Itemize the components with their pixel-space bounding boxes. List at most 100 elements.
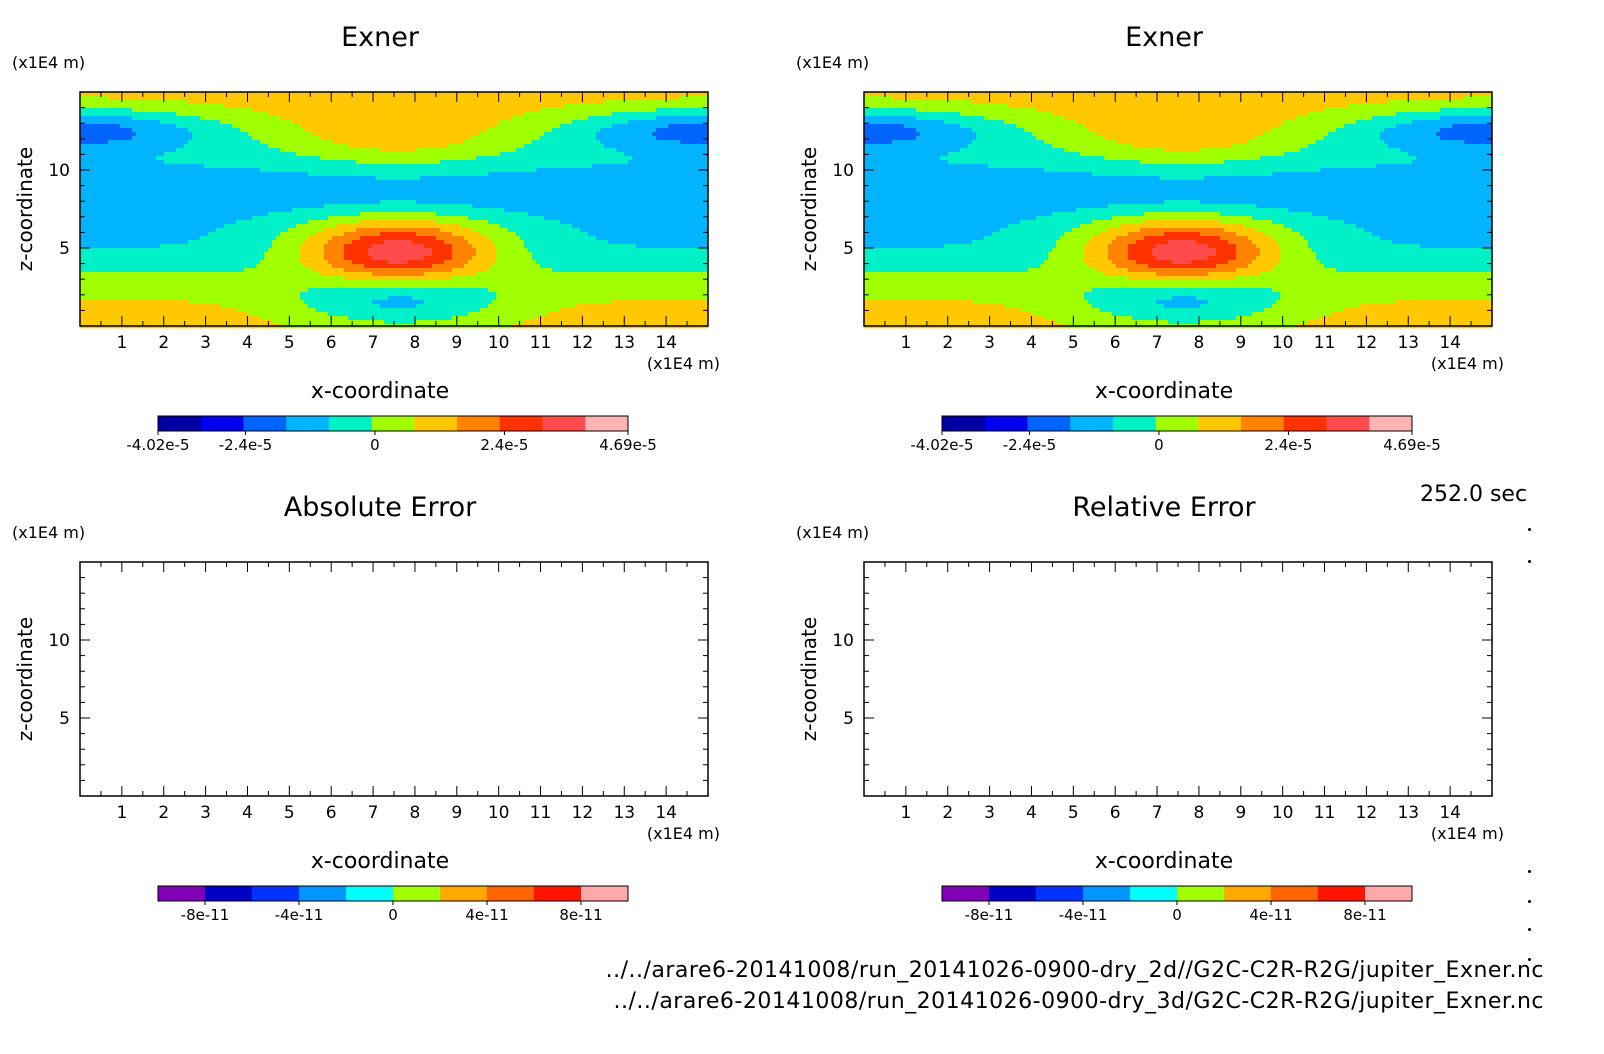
field-cell [84,172,89,177]
field-cell [396,200,401,205]
field-cell [608,188,613,193]
field-cell [316,168,321,173]
field-cell [492,132,497,137]
field-cell [440,208,445,213]
field-cell [668,196,673,201]
field-cell [704,128,709,133]
field-cell [232,112,237,117]
field-cell [644,172,649,177]
field-cell [320,188,325,193]
field-cell [320,100,325,105]
field-cell [224,180,229,185]
field-cell [312,188,317,193]
field-cell [216,208,221,213]
field-cell [340,164,345,169]
field-cell [332,160,337,165]
field-cell [136,100,141,105]
field-cell [616,116,621,121]
field-cell [652,152,657,157]
field-cell [256,116,261,121]
field-cell [676,144,681,149]
field-cell [520,96,525,101]
field-cell [204,184,209,189]
field-cell [136,212,141,217]
field-cell [508,168,513,173]
field-cell [544,136,549,141]
field-cell [596,204,601,209]
field-cell [548,188,553,193]
field-cell [200,140,205,145]
field-cell [320,200,325,205]
field-cell [608,136,613,141]
field-cell [620,112,625,117]
field-cell [144,212,149,217]
field-cell [228,132,233,137]
field-cell [92,100,97,105]
field-cell [332,108,337,113]
field-cell [140,200,145,205]
field-cell [436,200,441,205]
field-cell [624,104,629,109]
field-cell [276,172,281,177]
field-cell [400,152,405,157]
field-cell [384,112,389,117]
field-cell [600,104,605,109]
field-cell [192,140,197,145]
field-cell [172,116,177,121]
field-cell [500,108,505,113]
field-cell [688,92,693,97]
field-cell [472,172,477,177]
field-cell [520,176,525,181]
field-cell [660,148,665,153]
field-cell [324,208,329,213]
field-cell [196,200,201,205]
field-cell [208,100,213,105]
field-cell [440,128,445,133]
field-cell [316,176,321,181]
field-cell [628,196,633,201]
field-cell [96,176,101,181]
field-cell [684,172,689,177]
field-cell [80,192,85,197]
field-cell [128,128,133,133]
field-cell [224,136,229,141]
field-cell [228,164,233,169]
field-cell [352,212,357,217]
field-cell [556,128,561,133]
field-cell [672,208,677,213]
field-cell [108,120,113,125]
field-cell [116,212,121,217]
field-cell [480,136,485,141]
field-cell [92,204,97,209]
field-cell [192,144,197,149]
field-cell [192,192,197,197]
field-cell [124,104,129,109]
field-cell [628,160,633,165]
field-cell [492,172,497,177]
field-cell [356,184,361,189]
field-cell [624,192,629,197]
field-cell [436,152,441,157]
field-cell [464,136,469,141]
field-cell [256,124,261,129]
field-cell [464,144,469,149]
field-cell [196,164,201,169]
field-cell [588,184,593,189]
field-cell [316,124,321,129]
field-cell [388,184,393,189]
field-cell [120,108,125,113]
field-cell [132,204,137,209]
field-cell [288,136,293,141]
field-cell [164,132,169,137]
field-cell [320,152,325,157]
field-cell [272,188,277,193]
field-cell [236,164,241,169]
field-cell [368,136,373,141]
field-cell [268,208,273,213]
field-cell [668,156,673,161]
field-cell [276,136,281,141]
field-cell [464,164,469,169]
field-cell [544,120,549,125]
field-cell [676,192,681,197]
field-cell [200,204,205,209]
